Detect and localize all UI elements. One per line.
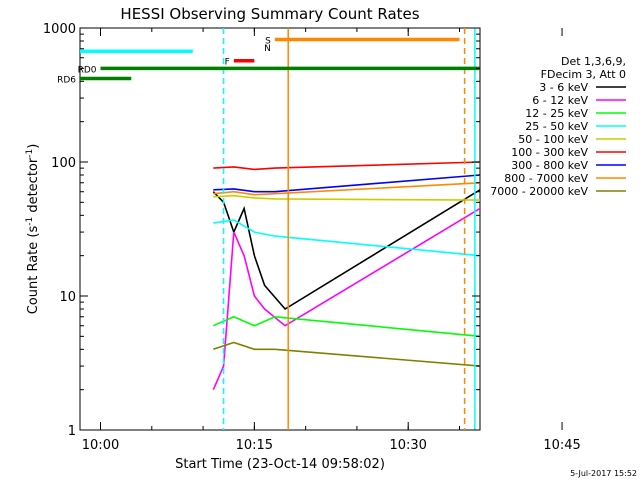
y-tick-label-2: 100 [51, 156, 76, 171]
plot-frame [79, 27, 481, 431]
legend-header-0: Det 1,3,6,9, [561, 55, 626, 68]
y-tick-label-1: 10 [59, 290, 76, 305]
legend-label-6: 300 - 800 keV [511, 159, 588, 172]
ylabel-part-4: ) [26, 144, 41, 149]
ylabel-part-3: -1 [25, 149, 35, 158]
x-tick-label-1: 10:15 [236, 438, 273, 453]
series-line-0 [212, 188, 480, 311]
chart-title: HESSI Observing Summary Count Rates [120, 5, 419, 23]
flag-label-3: N [264, 44, 271, 54]
footer-date: 5-Jul-2017 15:52 [570, 469, 637, 478]
y-axis-label: Count Rate (s-1 detector-1) [25, 144, 41, 315]
y-tick-label-0: 1 [68, 424, 76, 439]
ylabel-part-1: -1 [25, 217, 35, 226]
y-tick-label-3: 1000 [43, 22, 76, 37]
legend-label-1: 6 - 12 keV [532, 94, 588, 107]
series-line-2 [212, 315, 480, 338]
y-axis: 1 10 100 1000 [43, 22, 480, 439]
plot-content [80, 28, 480, 430]
legend-label-0: 3 - 6 keV [539, 81, 588, 94]
flag-label-6: RD0 [78, 65, 97, 75]
flag-label-1: F [225, 58, 230, 68]
legend-label-5: 100 - 300 keV [511, 146, 588, 159]
legend-label-4: 50 - 100 keV [518, 133, 588, 146]
x-tick-label-0: 10:00 [82, 438, 119, 453]
x-axis-label: Start Time (23-Oct-14 09:58:02) [175, 457, 385, 472]
legend-label-2: 12 - 25 keV [525, 107, 588, 120]
legend-label-3: 25 - 50 keV [525, 120, 588, 133]
legend-label-7: 800 - 7000 keV [504, 172, 588, 185]
x-tick-label-3: 10:45 [543, 438, 580, 453]
series-line-3 [213, 219, 480, 257]
flag-label-7: RD6 [57, 75, 76, 85]
flag-label-2: S [265, 37, 271, 47]
legend-label-8: 7000 - 20000 keV [490, 185, 588, 198]
ylabel-part-2: detector [26, 157, 41, 217]
ylabel-part-0: Count Rate (s [26, 226, 41, 315]
x-tick-label-2: 10:30 [389, 438, 426, 453]
legend-header-1: FDecim 3, Att 0 [541, 68, 626, 81]
